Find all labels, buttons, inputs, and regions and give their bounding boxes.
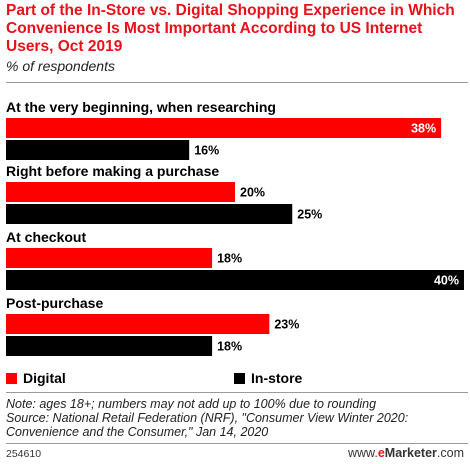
- legend-item-digital: Digital: [6, 370, 66, 386]
- data-label: 16%: [194, 144, 219, 158]
- legend-swatch-digital: [6, 372, 17, 384]
- bar-instore: [6, 204, 293, 224]
- data-label: 23%: [274, 318, 299, 332]
- bar-digital: [6, 314, 270, 334]
- chart-notes: Note: ages 18+; numbers may not add up t…: [6, 397, 466, 439]
- brand-name: Marketer: [384, 446, 437, 460]
- data-label: 40%: [434, 274, 459, 288]
- chart-title: Part of the In-Store vs. Digital Shoppin…: [6, 2, 455, 55]
- category-label: At the very beginning, when researching: [6, 99, 276, 115]
- category-label: Right before making a purchase: [6, 163, 219, 179]
- data-label: 20%: [240, 186, 265, 200]
- brand-suffix: .com: [436, 446, 464, 460]
- note-text: Note: ages 18+; numbers may not add up t…: [6, 397, 377, 411]
- brand-e: e: [377, 446, 385, 460]
- data-label: 38%: [411, 122, 436, 136]
- category-label: At checkout: [6, 229, 86, 245]
- legend-label-instore: In-store: [251, 370, 303, 386]
- bar-digital: [6, 118, 442, 138]
- data-label: 18%: [217, 252, 242, 266]
- legend-swatch-instore: [234, 372, 245, 384]
- bar-instore: [6, 270, 464, 290]
- brand-prefix: www.: [347, 446, 378, 460]
- legend-item-instore: In-store: [234, 370, 302, 386]
- source-text: Source: National Retail Federation (NRF)…: [6, 411, 409, 439]
- bar-digital: [6, 248, 213, 268]
- bottom-divider: [6, 392, 468, 393]
- bar-digital: [6, 182, 235, 202]
- category-label: Post-purchase: [6, 295, 103, 311]
- data-label: 18%: [217, 340, 242, 354]
- legend: Digital In-store: [6, 370, 466, 388]
- legend-label-digital: Digital: [23, 370, 66, 386]
- top-divider: [6, 82, 468, 83]
- chart-subtitle: % of respondents: [6, 58, 115, 74]
- bar-chart: At the very beginning, when researching 3…: [6, 99, 464, 356]
- bar-instore: [6, 336, 213, 356]
- bar-instore: [6, 140, 190, 160]
- footer-divider: [6, 443, 468, 444]
- chart-id: 254610: [6, 448, 42, 460]
- data-label: 25%: [297, 208, 322, 222]
- brand-link[interactable]: www.eMarketer.com: [348, 446, 464, 460]
